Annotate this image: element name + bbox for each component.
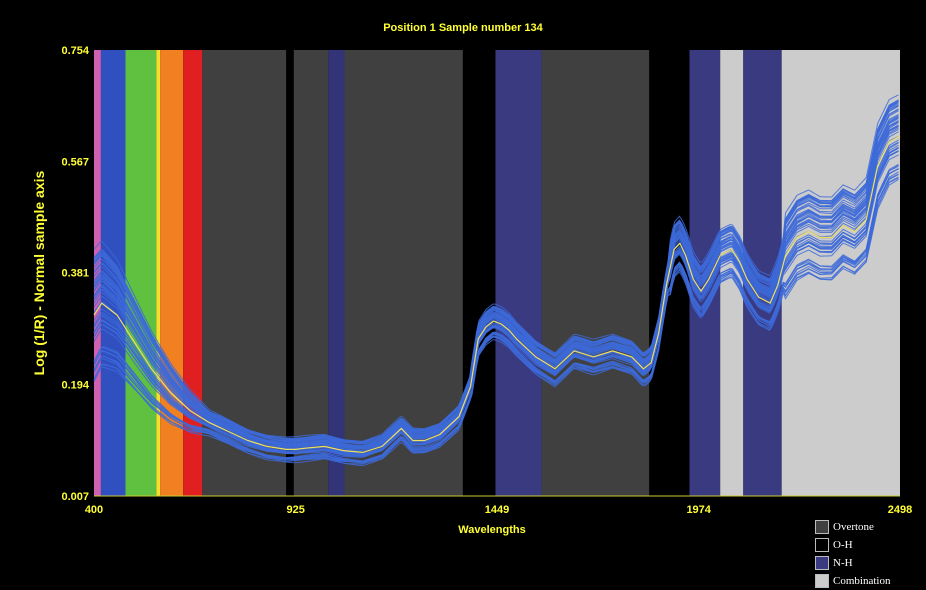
- sample-spectrum-line: [93, 103, 899, 445]
- legend-swatch: [815, 538, 829, 552]
- legend-item: N-H: [815, 554, 890, 572]
- legend-label: Overtone: [833, 521, 874, 533]
- sample-spectrum-line: [93, 119, 899, 449]
- x-tick-label: 1449: [485, 504, 509, 516]
- sample-spectrum-line: [93, 165, 899, 463]
- sample-spectrum-line: [93, 105, 899, 443]
- legend-swatch: [815, 556, 829, 570]
- sample-spectrum-line: [93, 154, 899, 458]
- legend-item: O-H: [815, 536, 890, 554]
- y-tick-label: 0.194: [61, 379, 89, 391]
- band-3: [156, 50, 161, 496]
- band-11: [541, 50, 650, 496]
- band-10: [495, 50, 542, 496]
- legend-item: Combination: [815, 572, 890, 590]
- y-tick-label: 0.754: [61, 45, 89, 57]
- band-2: [125, 50, 157, 496]
- x-axis-label: Wavelengths: [458, 524, 526, 536]
- band-0: [94, 50, 101, 496]
- band-8: [328, 50, 345, 496]
- legend: Overtone O-H N-H Combination: [815, 518, 890, 590]
- legend-label: Combination: [833, 575, 891, 587]
- sample-spectrum-line: [93, 176, 899, 467]
- x-tick-label: 1974: [686, 504, 711, 516]
- sample-spectrum-line: [93, 173, 899, 462]
- legend-swatch: [815, 574, 829, 588]
- x-tick-label: 400: [85, 504, 103, 516]
- sample-spectrum-line: [93, 127, 899, 450]
- x-tick-label: 925: [287, 504, 305, 516]
- sample-spectrum-line: [93, 139, 899, 455]
- legend-label: N-H: [833, 557, 853, 569]
- band-7: [293, 50, 329, 496]
- y-axis-ticks: 0.754 0.567 0.381 0.194 0.007: [61, 45, 89, 503]
- x-tick-label: 2498: [888, 504, 912, 516]
- legend-label: O-H: [833, 539, 853, 551]
- y-axis-label: Log (1/R) - Normal sample axis: [31, 170, 47, 376]
- band-5: [183, 50, 203, 496]
- y-tick-label: 0.381: [61, 268, 89, 280]
- chart-title: Position 1 Sample number 134: [383, 22, 543, 34]
- band-4: [160, 50, 184, 496]
- legend-swatch: [815, 520, 829, 534]
- sample-spectrum-line: [93, 94, 899, 442]
- sample-spectrum-line: [93, 146, 899, 456]
- x-axis-ticks: 400 925 1449 1974 2498: [85, 504, 912, 516]
- y-tick-label: 0.567: [61, 157, 89, 169]
- sample-spectra: [93, 94, 899, 467]
- legend-item: Overtone: [815, 518, 890, 536]
- sample-spectrum-line: [93, 168, 899, 462]
- sample-spectrum-line: [93, 99, 899, 443]
- sample-spectrum-line: [93, 114, 899, 448]
- mean-spectrum-line: [93, 135, 901, 454]
- y-tick-label: 0.007: [61, 491, 89, 503]
